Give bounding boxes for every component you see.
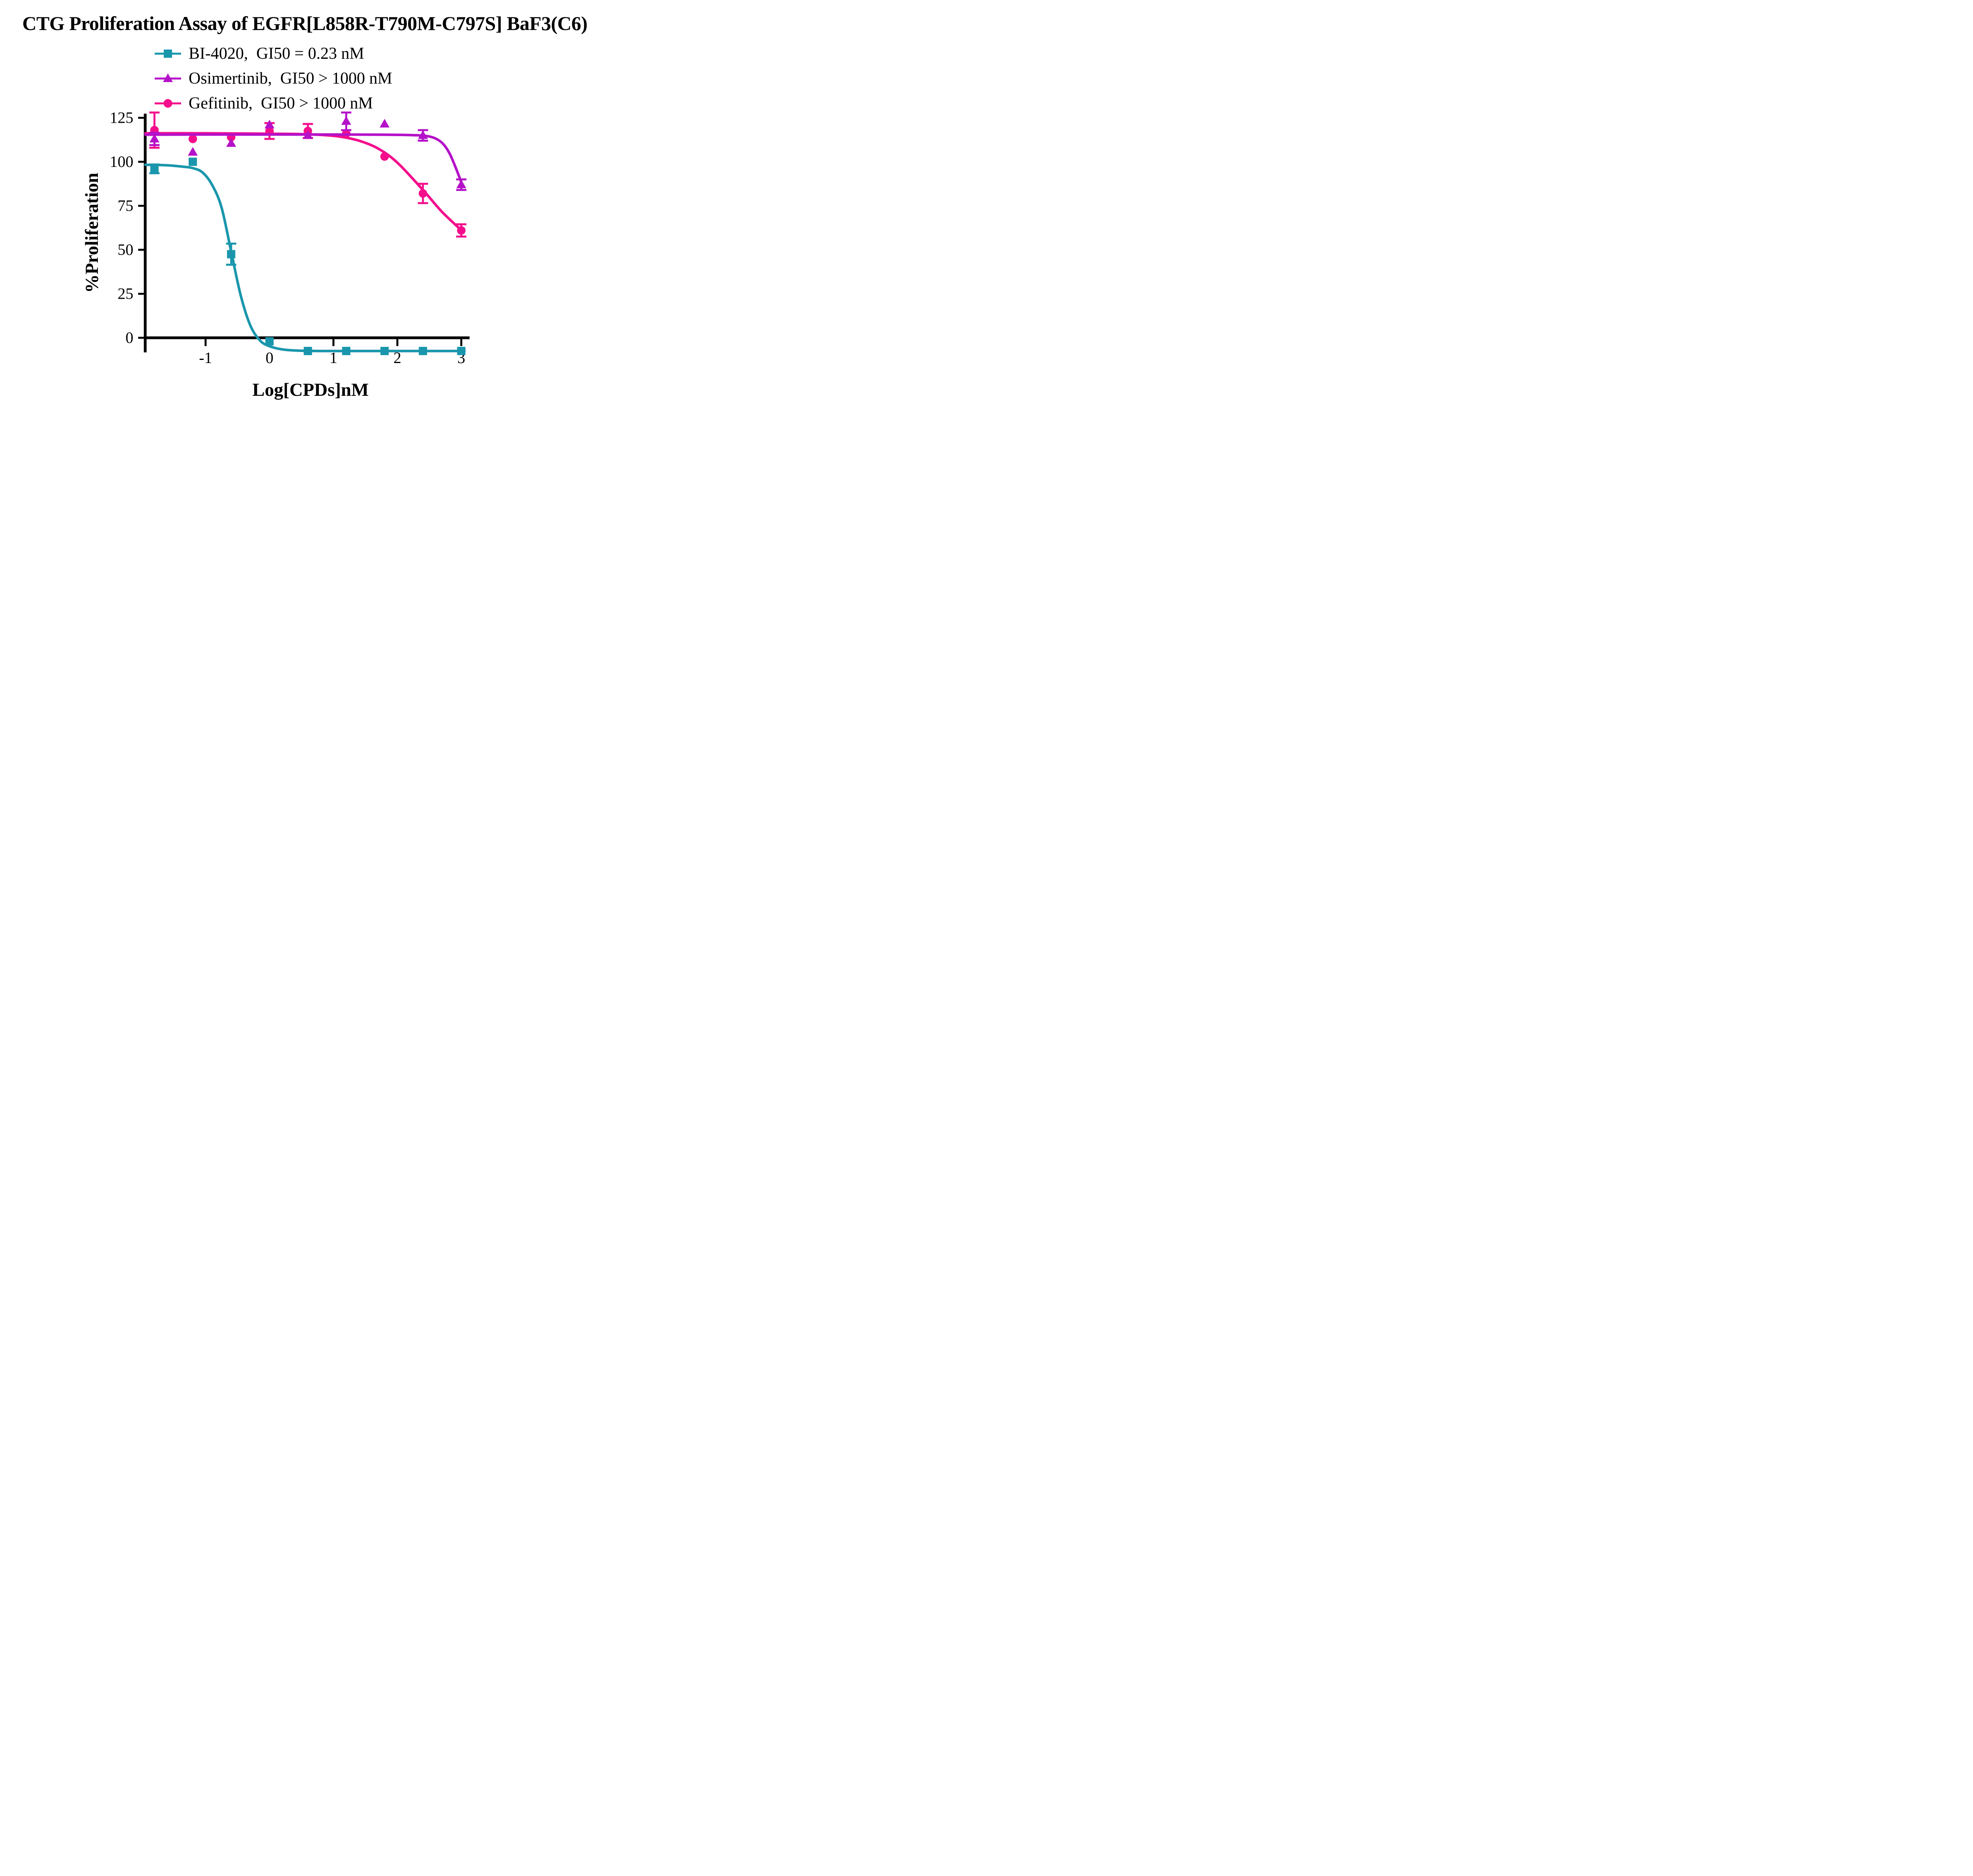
Gefitinib-data-point: [457, 226, 466, 235]
y-tick-label: 125: [110, 109, 133, 127]
BI-4020-data-point: [419, 346, 427, 355]
chart-figure: CTG Proliferation Assay of EGFR[L858R-T7…: [0, 0, 610, 407]
chart-title: CTG Proliferation Assay of EGFR[L858R-T7…: [22, 12, 588, 34]
y-tick-label: 75: [118, 197, 133, 215]
gefitinib-legend-marker-icon: [153, 95, 183, 111]
BI-4020-data-point: [150, 165, 159, 173]
Osimertinib-data-point: [226, 138, 236, 147]
y-tick-label: 50: [118, 241, 133, 258]
bi-4020-legend-marker-icon: [153, 46, 183, 62]
legend-item-label: BI-4020, GI50 = 0.23 nM: [189, 44, 364, 63]
Osimertinib-data-point: [341, 116, 351, 125]
BI-4020-data-point: [303, 346, 312, 355]
Osimertinib-data-point: [380, 119, 390, 128]
legend-item-label: Osimertinib, GI50 > 1000 nM: [189, 69, 392, 88]
y-axis-title: %Proliferation: [82, 172, 102, 293]
BI-4020-data-point: [265, 337, 274, 346]
osimertinib-legend-marker-icon: [153, 71, 183, 86]
legend-item-bi-4020: BI-4020, GI50 = 0.23 nM: [153, 41, 392, 66]
BI-4020-data-point: [380, 346, 389, 355]
legend-item-label: Gefitinib, GI50 > 1000 nM: [189, 94, 373, 112]
x-tick-label: 2: [393, 349, 401, 367]
Osimertinib-data-point: [418, 130, 428, 139]
Osimertinib-data-point: [149, 134, 159, 143]
y-tick-label: 100: [110, 153, 133, 170]
x-tick-label: -1: [199, 349, 212, 367]
Gefitinib-data-point: [265, 127, 274, 135]
Osimertinib-data-point: [188, 147, 198, 156]
legend-item-gefitinib: Gefitinib, GI50 > 1000 nM: [153, 91, 392, 116]
x-tick-label: 1: [329, 349, 337, 367]
Gefitinib-data-point: [419, 189, 427, 198]
y-tick-label: 0: [125, 329, 133, 346]
BI-4020-fit-curve: [144, 163, 466, 352]
Gefitinib-data-point: [188, 135, 197, 143]
BI-4020-data-point: [457, 346, 466, 355]
BI-4020-data-point: [189, 157, 197, 166]
BI-4020-data-point: [227, 250, 236, 258]
x-axis-title: Log[CPDs]nM: [252, 380, 369, 400]
Osimertinib-data-point: [264, 120, 275, 129]
Gefitinib-data-point: [380, 152, 389, 161]
legend: BI-4020, GI50 = 0.23 nM Osimertinib, GI5…: [153, 41, 392, 116]
y-tick-label: 25: [118, 285, 133, 303]
Osimertinib-data-point: [303, 130, 313, 139]
Osimertinib-fit-curve: [144, 133, 464, 187]
BI-4020-data-point: [342, 346, 350, 355]
Osimertinib-data-point: [456, 179, 466, 188]
legend-item-osimertinib: Osimertinib, GI50 > 1000 nM: [153, 66, 392, 91]
x-tick-label: 0: [266, 349, 273, 367]
